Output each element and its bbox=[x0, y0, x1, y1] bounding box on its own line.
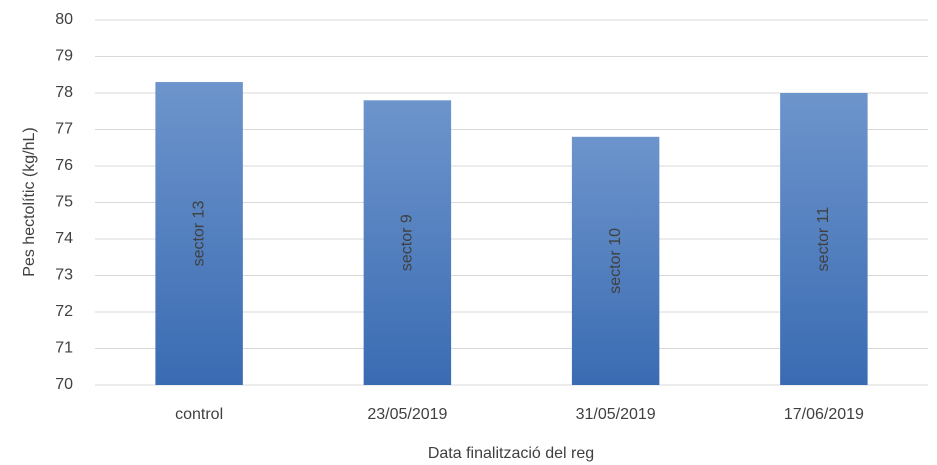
bar bbox=[363, 100, 452, 386]
bar-label: sector 9 bbox=[399, 214, 416, 271]
x-tick-label: 23/05/2019 bbox=[367, 406, 447, 423]
bar bbox=[571, 136, 660, 385]
y-tick-label: 73 bbox=[55, 267, 73, 284]
bar-label: sector 11 bbox=[815, 207, 832, 272]
x-tick-label: control bbox=[175, 406, 223, 423]
bar-label: sector 13 bbox=[190, 201, 207, 267]
bar bbox=[155, 82, 243, 386]
y-tick-label: 80 bbox=[55, 11, 73, 28]
y-tick-label: 72 bbox=[55, 303, 73, 320]
y-tick-label: 71 bbox=[55, 340, 73, 357]
y-tick-label: 77 bbox=[55, 121, 73, 138]
y-tick-label: 78 bbox=[55, 84, 73, 101]
y-tick-label: 79 bbox=[55, 48, 73, 65]
x-tick-label: 31/05/2019 bbox=[576, 406, 656, 423]
y-tick-label: 70 bbox=[55, 376, 73, 393]
bar-label: sector 10 bbox=[607, 228, 624, 294]
x-axis-title: Data finalització del reg bbox=[428, 445, 594, 462]
y-tick-label: 75 bbox=[55, 194, 73, 211]
y-tick-label: 76 bbox=[55, 157, 73, 174]
y-tick-label: 74 bbox=[55, 230, 73, 247]
y-axis-title: Pes hectolític (kg/hL) bbox=[21, 127, 38, 276]
x-tick-label: 17/06/2019 bbox=[784, 406, 864, 423]
bar bbox=[780, 93, 868, 385]
